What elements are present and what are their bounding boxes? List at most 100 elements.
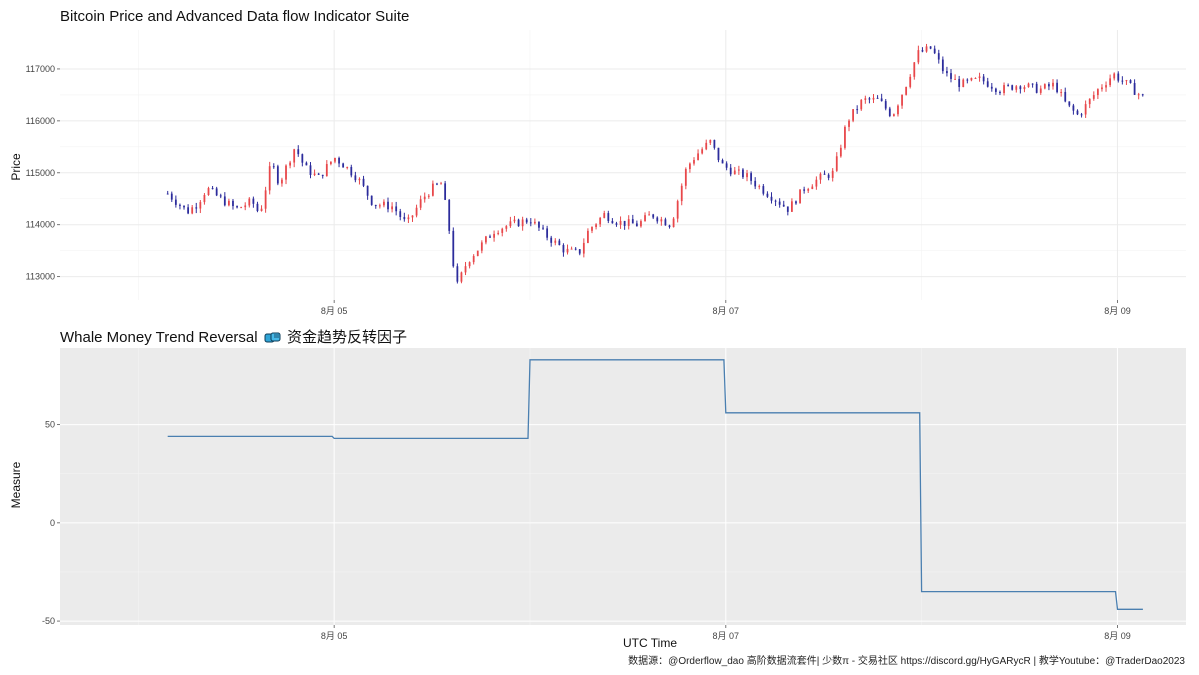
candle-body <box>370 195 373 205</box>
candle-body <box>1056 82 1058 93</box>
candle <box>387 197 389 213</box>
candle-body <box>215 188 218 196</box>
candle <box>925 43 928 53</box>
candle <box>1048 82 1050 91</box>
candle-body <box>693 160 695 164</box>
candle <box>717 147 720 163</box>
candle <box>742 168 744 179</box>
candle-body <box>1121 80 1124 82</box>
candle <box>297 145 300 157</box>
candle-body <box>232 200 234 207</box>
candle <box>436 182 438 186</box>
candle-body <box>648 214 651 216</box>
candle-body <box>195 207 198 209</box>
candle <box>1080 112 1083 118</box>
candle-body <box>582 242 585 254</box>
candle-body <box>309 165 312 175</box>
candle-body <box>338 157 340 164</box>
candle-body <box>905 86 908 95</box>
candle-body <box>493 233 495 238</box>
candle-body <box>1125 80 1128 82</box>
candle-body <box>281 179 283 184</box>
candle <box>166 190 169 195</box>
candle-body <box>611 220 614 224</box>
candle <box>901 94 903 109</box>
candle-body <box>725 163 728 168</box>
candle <box>448 199 451 234</box>
candle-body <box>256 203 259 211</box>
candle-body <box>982 76 985 82</box>
candle <box>672 217 675 228</box>
candle-body <box>199 202 202 209</box>
candle <box>978 72 981 82</box>
candle <box>391 202 393 213</box>
candle-body <box>1007 85 1010 87</box>
y-tick-label: 0 <box>50 518 55 528</box>
candle <box>366 185 369 200</box>
candle <box>1003 82 1005 96</box>
candle <box>338 156 340 168</box>
candle <box>880 93 883 102</box>
candle <box>248 197 251 208</box>
candle-body <box>423 196 426 200</box>
candle <box>1109 74 1112 88</box>
candle-body <box>872 97 875 100</box>
candle-body <box>207 188 210 196</box>
candle-body <box>562 245 565 253</box>
candle-body <box>191 207 194 214</box>
candle-body <box>958 78 961 88</box>
candle <box>831 168 834 182</box>
candle <box>958 75 961 92</box>
candle <box>1023 85 1026 93</box>
candle <box>982 73 985 85</box>
candle-body <box>252 198 255 204</box>
candle <box>346 166 349 170</box>
candle <box>219 193 222 199</box>
candles <box>166 43 1144 284</box>
candle <box>383 199 385 208</box>
candle-body <box>1117 73 1120 81</box>
candle <box>362 175 365 188</box>
candle <box>962 78 965 88</box>
candle-body <box>272 166 275 168</box>
candle <box>860 98 863 111</box>
candle-body <box>835 156 838 171</box>
candle <box>892 113 895 117</box>
candle <box>1060 88 1063 97</box>
candle <box>697 149 699 161</box>
candle <box>513 215 516 224</box>
candle-body <box>733 170 736 175</box>
candle <box>550 235 553 247</box>
candle-body <box>954 78 956 80</box>
candle-body <box>656 217 659 222</box>
candle <box>1043 83 1046 90</box>
panel-background <box>60 348 1186 625</box>
candle-body <box>427 195 430 197</box>
candle <box>1113 72 1116 81</box>
candle-body <box>415 207 418 216</box>
candle <box>1007 83 1010 87</box>
candle <box>909 74 912 89</box>
candle-body <box>950 73 952 79</box>
candle-body <box>456 266 459 282</box>
candle-body <box>578 249 581 254</box>
candle-body <box>1039 88 1042 93</box>
candle <box>868 96 871 104</box>
indicator-chart-title: Whale Money Trend Reversal 资金趋势反转因子 <box>60 326 407 347</box>
candle <box>501 227 504 237</box>
candle-body <box>317 173 320 175</box>
y-tick-label: 114000 <box>26 220 55 230</box>
candle-body <box>766 193 769 197</box>
candle <box>599 216 602 228</box>
candle-body <box>1101 87 1103 90</box>
candle <box>574 247 577 251</box>
candle <box>268 161 271 195</box>
candle <box>921 47 924 53</box>
candle-body <box>607 213 610 221</box>
candle-body <box>321 174 324 177</box>
candle-body <box>754 180 757 187</box>
candle <box>591 226 593 234</box>
candle <box>1084 100 1087 118</box>
candle-body <box>827 174 830 178</box>
candle <box>415 204 418 218</box>
